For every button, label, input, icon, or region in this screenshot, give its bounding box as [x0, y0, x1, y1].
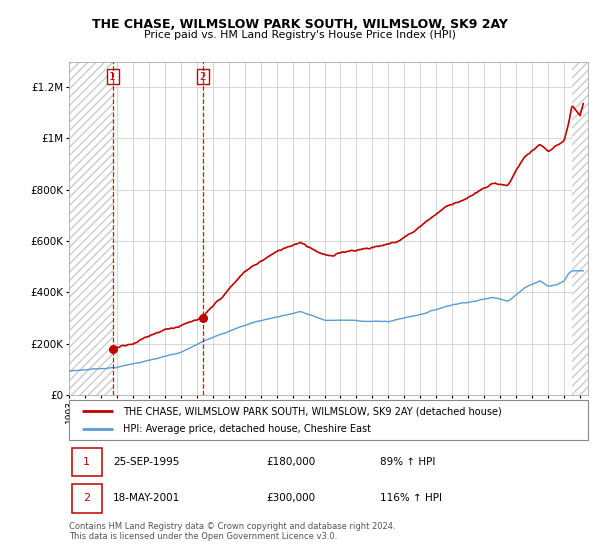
Text: THE CHASE, WILMSLOW PARK SOUTH, WILMSLOW, SK9 2AY (detached house): THE CHASE, WILMSLOW PARK SOUTH, WILMSLOW… [124, 407, 502, 417]
Text: 25-SEP-1995: 25-SEP-1995 [113, 457, 179, 467]
Text: HPI: Average price, detached house, Cheshire East: HPI: Average price, detached house, Ches… [124, 423, 371, 433]
Text: 1: 1 [109, 72, 116, 82]
Bar [572, 62, 588, 395]
Bar [69, 62, 113, 395]
Bar [71, 448, 101, 476]
Text: Price paid vs. HM Land Registry's House Price Index (HPI): Price paid vs. HM Land Registry's House … [144, 30, 456, 40]
Text: THE CHASE, WILMSLOW PARK SOUTH, WILMSLOW, SK9 2AY: THE CHASE, WILMSLOW PARK SOUTH, WILMSLOW… [92, 18, 508, 31]
Text: 2: 2 [200, 72, 206, 82]
Bar [71, 484, 101, 512]
Text: 116% ↑ HPI: 116% ↑ HPI [380, 493, 442, 503]
Text: Contains HM Land Registry data © Crown copyright and database right 2024.
This d: Contains HM Land Registry data © Crown c… [69, 522, 395, 542]
Text: £180,000: £180,000 [266, 457, 316, 467]
Text: 2: 2 [83, 493, 90, 503]
Text: 89% ↑ HPI: 89% ↑ HPI [380, 457, 436, 467]
Text: 18-MAY-2001: 18-MAY-2001 [113, 493, 181, 503]
Text: 1: 1 [83, 457, 90, 467]
Text: £300,000: £300,000 [266, 493, 316, 503]
